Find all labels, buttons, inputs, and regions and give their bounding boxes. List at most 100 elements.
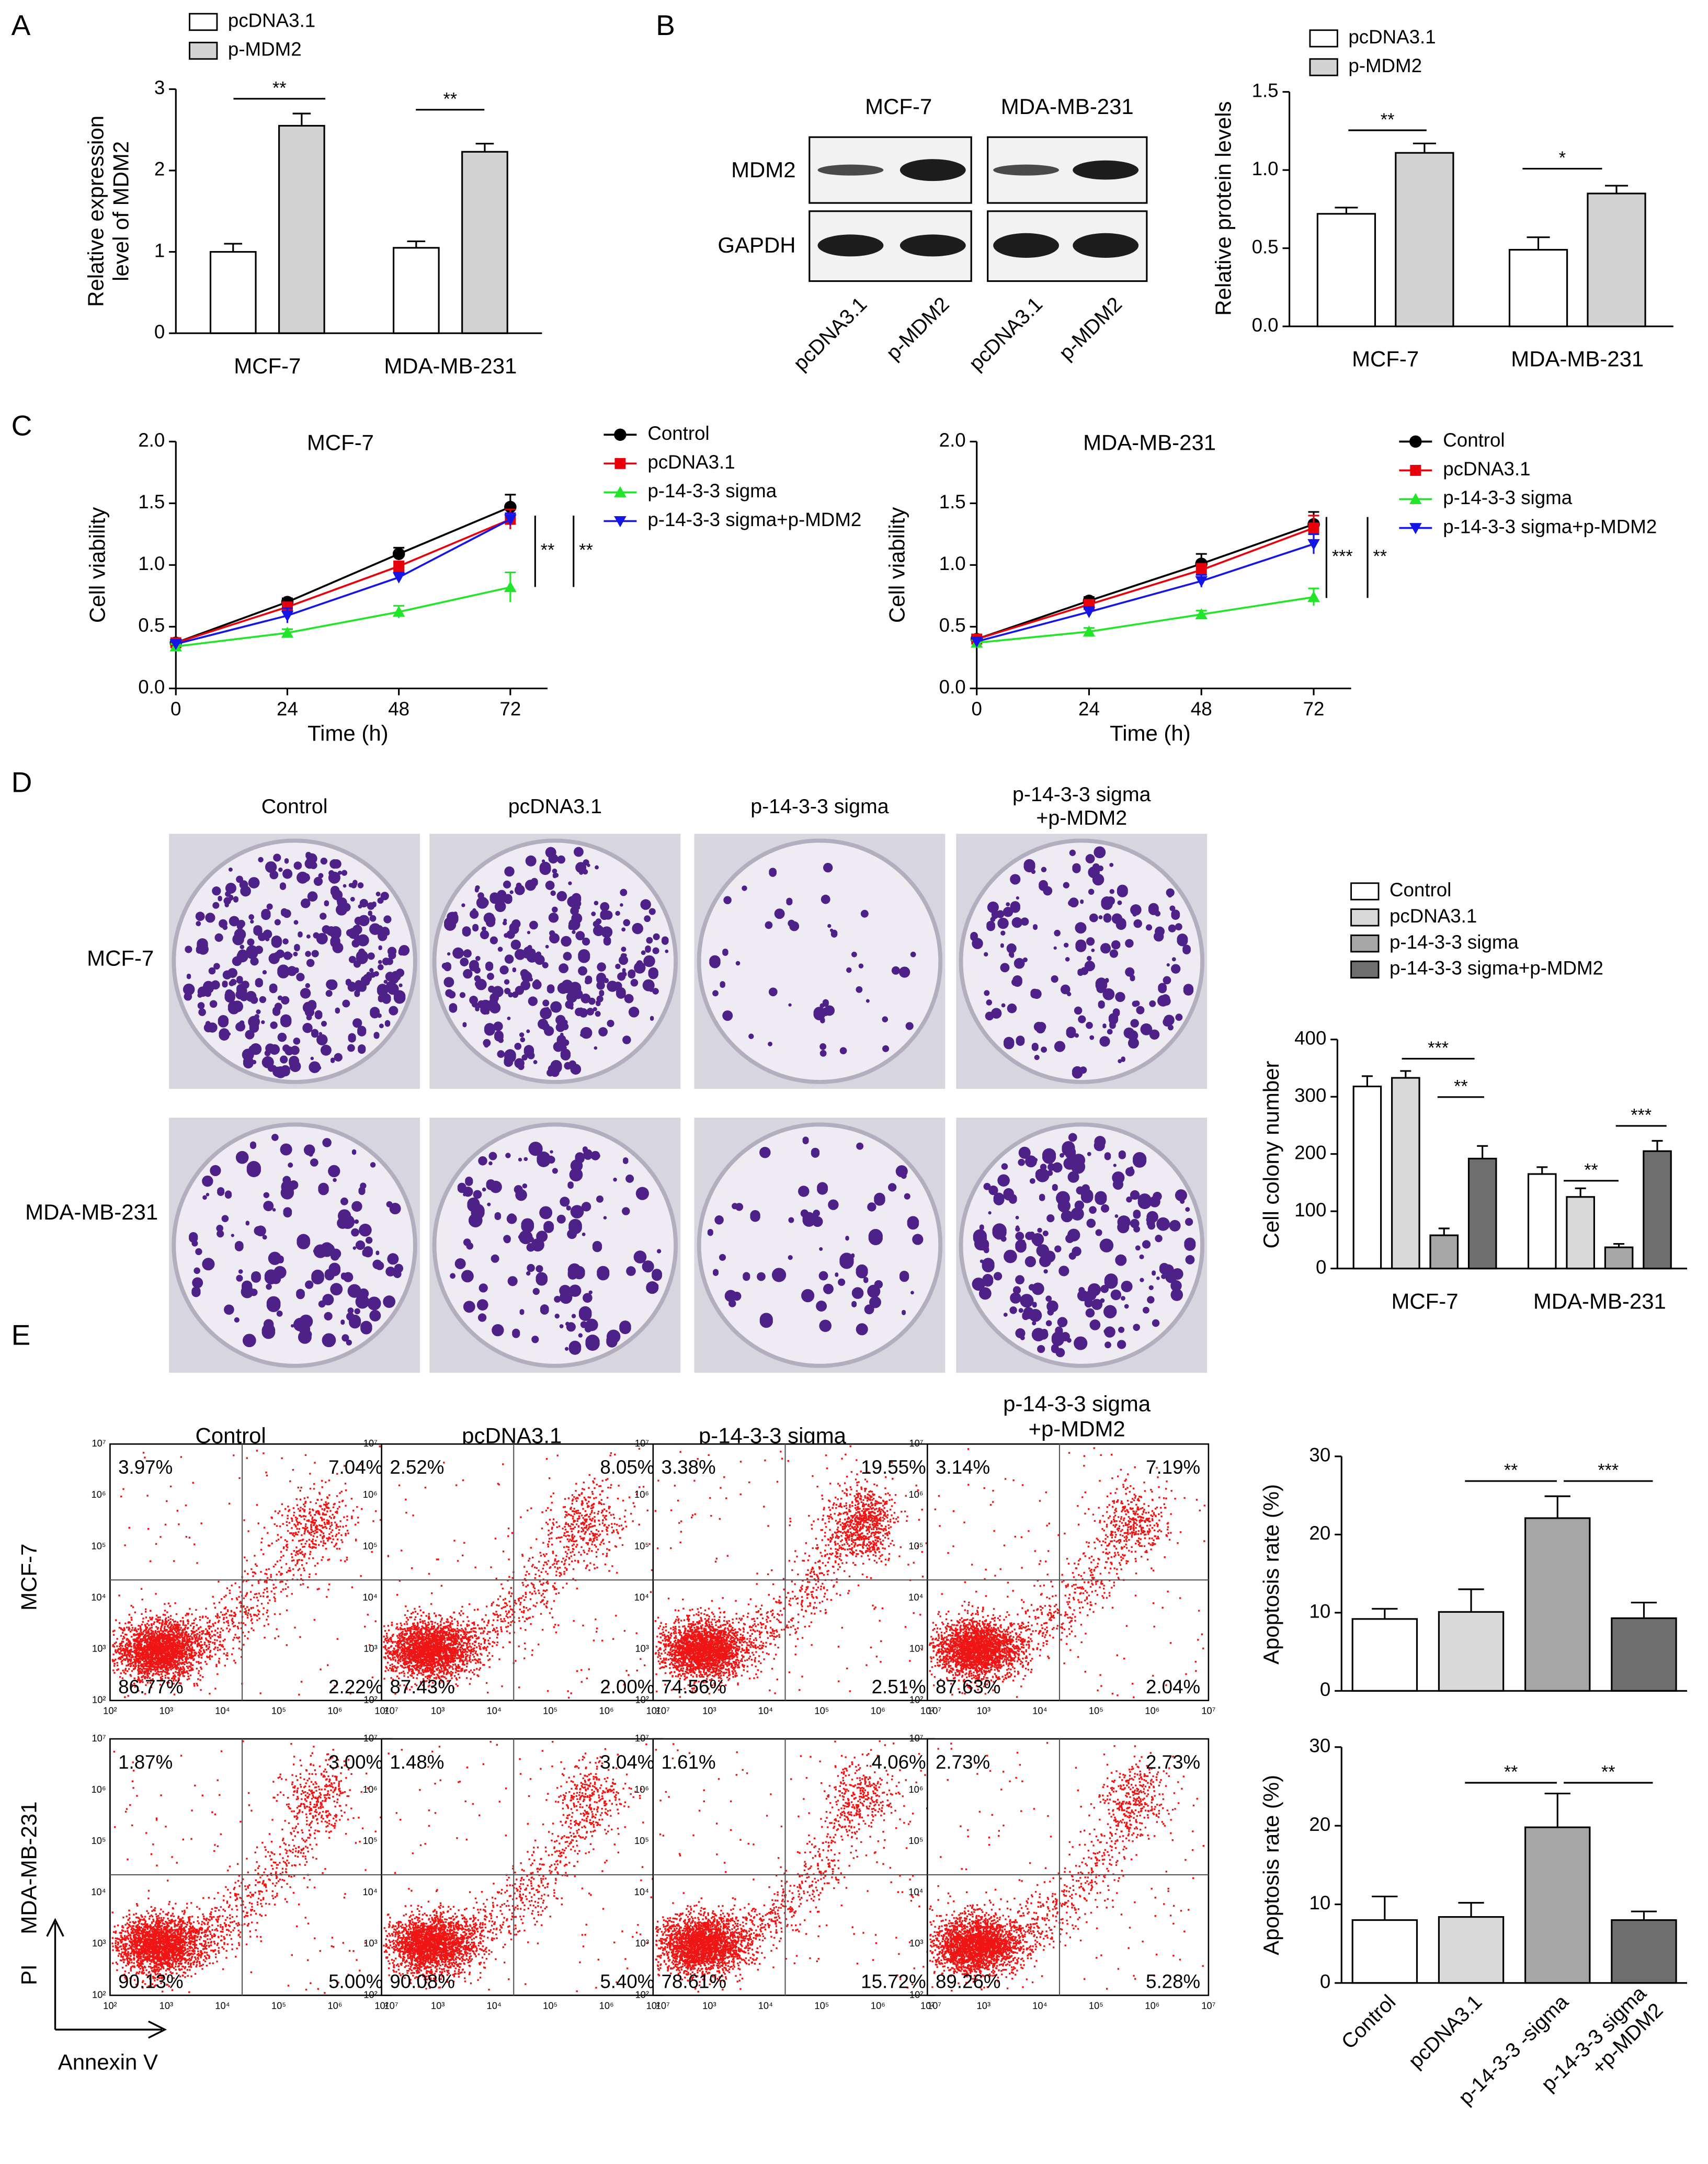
y-tick-label: 20 bbox=[1309, 1814, 1330, 1835]
x-tick-label: MCF-7 bbox=[1391, 1289, 1458, 1313]
marker bbox=[392, 606, 405, 617]
colony-dish bbox=[172, 1122, 417, 1368]
flow-events bbox=[383, 1448, 662, 1699]
colony-row-label: MCF-7 bbox=[87, 946, 154, 971]
flow-x-tick-label: 10⁶ bbox=[327, 2000, 342, 2011]
y-tick-label: 1.5 bbox=[939, 491, 966, 512]
flow-x-tick-label: 10⁴ bbox=[1032, 2000, 1047, 2011]
flow-x-tick-label: 10² bbox=[374, 2000, 389, 2011]
colony-dish bbox=[697, 838, 943, 1084]
flow-percent: 5.00% bbox=[328, 1971, 383, 1992]
panel-label: A bbox=[12, 9, 31, 41]
y-tick-label: 1.0 bbox=[138, 553, 165, 574]
flow-y-tick-label: 10⁶ bbox=[908, 1489, 923, 1500]
y-axis-label: Apoptosis rate (%) bbox=[1259, 1775, 1283, 1955]
legend-marker bbox=[614, 428, 627, 441]
flow-percent: 90.08% bbox=[390, 1971, 454, 1992]
blot-band bbox=[817, 164, 884, 176]
legend-swatch bbox=[189, 13, 218, 31]
colony-column-label: p-14-3-3 sigma +p-MDM2 bbox=[1012, 783, 1151, 829]
flow-percent: 87.63% bbox=[936, 1676, 1000, 1698]
flow-percent: 86.77% bbox=[118, 1676, 183, 1698]
flow-y-tick-label: 10⁴ bbox=[362, 1591, 377, 1602]
flow-x-tick-label: 10⁶ bbox=[327, 1705, 342, 1716]
flow-y-tick-label: 10⁵ bbox=[363, 1540, 378, 1551]
flow-x-tick-label: 10⁵ bbox=[543, 2000, 557, 2011]
legend-swatch bbox=[189, 41, 218, 60]
flow-y-tick-label: 10² bbox=[363, 1694, 378, 1705]
bar bbox=[1508, 249, 1568, 327]
flow-plot-frame bbox=[381, 1738, 664, 1996]
y-axis-label: Cell colony number bbox=[1259, 1061, 1283, 1248]
flow-x-tick-label: 10⁴ bbox=[215, 2000, 230, 2011]
significance-label: ** bbox=[1601, 1762, 1615, 1782]
flow-percent: 89.26% bbox=[936, 1971, 1000, 1992]
legend-swatch bbox=[1350, 960, 1380, 979]
flow-x-tick-label: 10⁴ bbox=[486, 1705, 501, 1716]
flow-percent: 1.48% bbox=[390, 1751, 444, 1773]
bar bbox=[1524, 1517, 1591, 1692]
x-tick-label: 24 bbox=[277, 698, 298, 720]
marker bbox=[504, 581, 517, 593]
colonies bbox=[183, 851, 410, 1078]
marker bbox=[970, 636, 983, 648]
flow-y-tick-label: 10⁶ bbox=[908, 1784, 923, 1795]
flow-percent: 3.97% bbox=[118, 1456, 173, 1478]
y-tick-label: 0 bbox=[1320, 1971, 1330, 1992]
legend-label: Control bbox=[1390, 879, 1451, 901]
significance-label: ** bbox=[579, 540, 593, 560]
flow-y-tick-label: 10⁶ bbox=[92, 1784, 106, 1795]
legend-swatch bbox=[1309, 58, 1338, 76]
flow-events bbox=[655, 1740, 932, 1993]
flow-x-tick-label: 10⁵ bbox=[543, 1705, 557, 1716]
y-tick-label: 10 bbox=[1309, 1892, 1330, 1914]
flow-x-tick-label: 10² bbox=[646, 1705, 661, 1716]
y-tick-label: 0 bbox=[1320, 1679, 1330, 1700]
blot-band bbox=[993, 164, 1060, 176]
y-tick-label: 1 bbox=[154, 240, 165, 261]
legend-label: p-14-3-3 sigma+p-MDM2 bbox=[1390, 958, 1603, 979]
legend-swatch bbox=[1350, 882, 1380, 901]
x-tick-label: 72 bbox=[499, 698, 521, 720]
flow-y-tick-label: 10⁶ bbox=[634, 1784, 649, 1795]
flow-percent: 15.72% bbox=[861, 1971, 926, 1992]
flow-y-tick-label: 10³ bbox=[92, 1938, 106, 1949]
colony-column-label: Control bbox=[261, 795, 328, 818]
legend-marker bbox=[1410, 464, 1421, 476]
significance-label: *** bbox=[1428, 1038, 1449, 1058]
flow-percent: 2.22% bbox=[328, 1676, 383, 1698]
flow-y-tick-label: 10² bbox=[363, 1989, 378, 2000]
bar bbox=[1391, 1077, 1420, 1270]
flow-percent: 2.73% bbox=[1146, 1751, 1200, 1773]
flow-x-tick-label: 10⁴ bbox=[758, 2000, 773, 2011]
panel-label: D bbox=[12, 766, 32, 799]
legend-label: Control bbox=[647, 423, 709, 444]
y-tick-label: 1.0 bbox=[939, 553, 966, 574]
bar bbox=[278, 124, 325, 334]
x-tick-label: 48 bbox=[1191, 698, 1212, 720]
marker bbox=[1083, 625, 1096, 637]
series-line bbox=[976, 523, 1314, 640]
flow-events bbox=[111, 1740, 390, 1994]
chart-title: MCF-7 bbox=[307, 430, 374, 455]
y-axis-label: Relative protein levels bbox=[1211, 101, 1235, 315]
y-tick-label: 0 bbox=[1316, 1256, 1326, 1278]
flow-plot-frame bbox=[381, 1443, 664, 1701]
bar bbox=[1351, 1618, 1418, 1692]
flow-x-tick-label: 10³ bbox=[160, 1705, 174, 1716]
marker bbox=[504, 514, 517, 526]
flow-percent: 3.14% bbox=[936, 1456, 990, 1478]
y-tick-label: 2 bbox=[154, 158, 165, 180]
flow-x-tick-label: 10⁵ bbox=[271, 2000, 286, 2011]
y-tick-label: 400 bbox=[1294, 1027, 1326, 1049]
marker bbox=[1195, 564, 1207, 576]
flow-y-tick-label: 10⁴ bbox=[908, 1886, 923, 1897]
marker bbox=[281, 601, 293, 613]
flow-x-tick-label: 10⁷ bbox=[1201, 2000, 1215, 2011]
flow-x-tick-label: 10³ bbox=[160, 2000, 174, 2011]
panel-label: B bbox=[656, 9, 675, 41]
significance-label: ** bbox=[1381, 110, 1395, 130]
flow-x-tick-label: 10² bbox=[103, 1705, 117, 1716]
flow-y-tick-label: 10⁷ bbox=[363, 1438, 378, 1449]
